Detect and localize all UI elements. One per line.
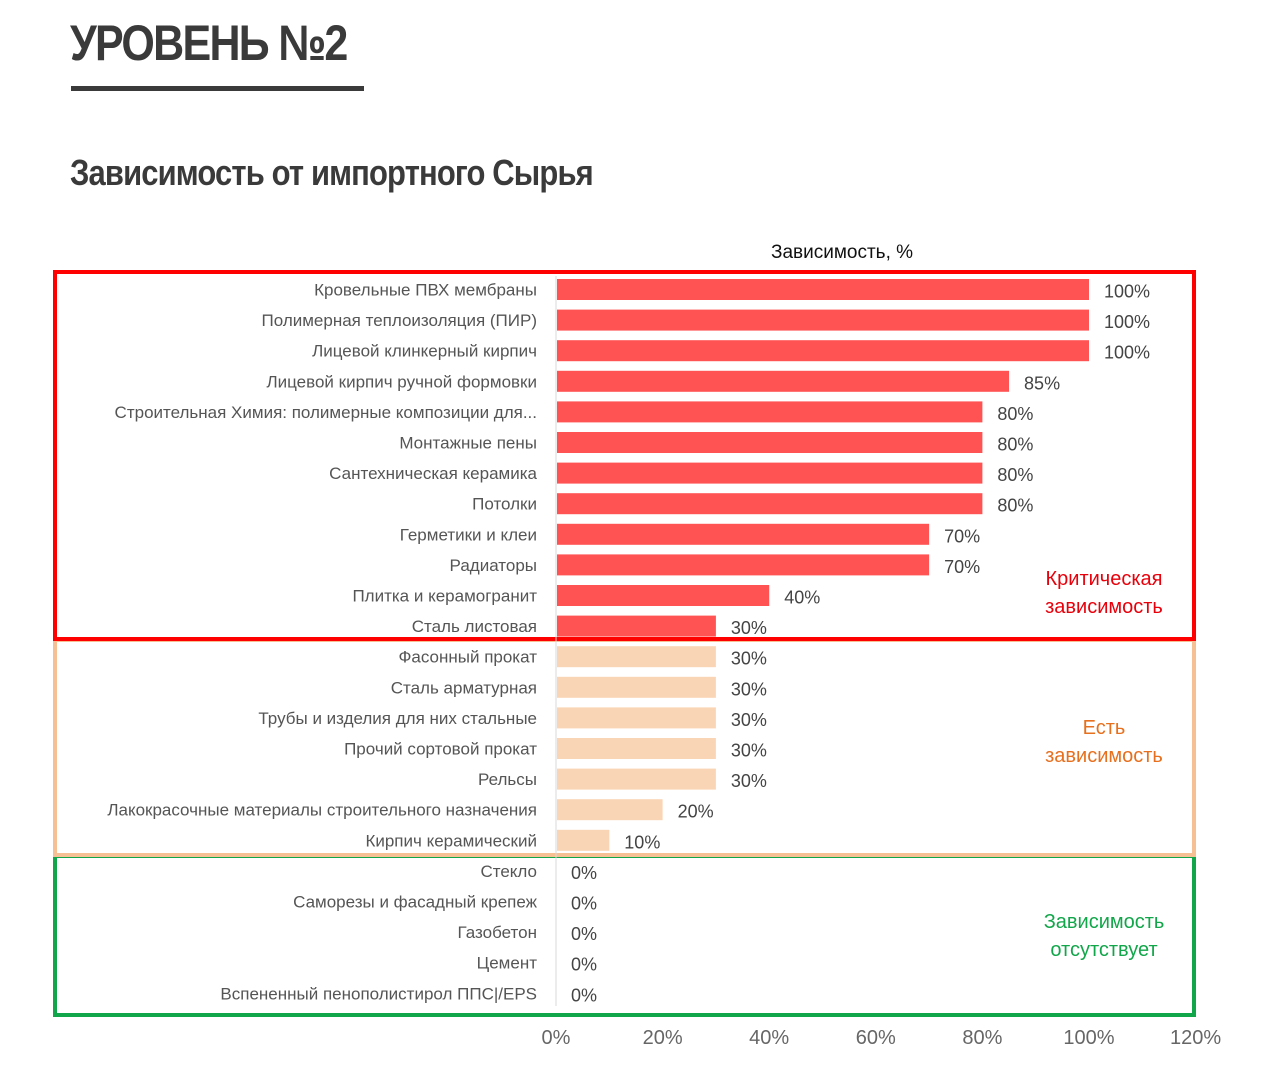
value-label: 30% [731, 771, 767, 791]
value-label: 30% [731, 618, 767, 638]
x-tick-label: 20% [643, 1027, 683, 1049]
value-label: 0% [571, 894, 597, 914]
x-tick-labels: 0% 20% 40% 60% 80% 100% 120% [542, 1027, 1222, 1049]
bar [557, 646, 716, 668]
bar [557, 493, 983, 515]
value-label: 30% [731, 741, 767, 761]
group-label-moderate-line1: Есть [1083, 717, 1126, 739]
level-title-underline [71, 86, 364, 91]
value-label: 30% [731, 710, 767, 730]
bar [557, 340, 1089, 362]
x-tick-label: 80% [962, 1027, 1002, 1049]
value-label: 0% [571, 955, 597, 975]
bar [557, 309, 1089, 331]
value-label: 80% [997, 404, 1033, 424]
chart-title: Зависимость, % [771, 242, 913, 263]
value-label: 100% [1104, 343, 1150, 363]
category-label: Рельсы [478, 770, 537, 789]
group-label-critical-line2: зависимость [1045, 596, 1163, 618]
category-label: Кирпич керамический [365, 831, 537, 850]
category-label: Радиаторы [450, 556, 537, 575]
x-tick-label: 60% [856, 1027, 896, 1049]
x-tick-label: 40% [749, 1027, 789, 1049]
x-tick-label: 100% [1063, 1027, 1114, 1049]
category-label: Вспененный пенополистирол ППС|/EPS [220, 984, 537, 1003]
category-label: Лакокрасочные материалы строительного на… [107, 801, 537, 820]
group-label-none-line1: Зависимость [1044, 911, 1165, 933]
bar [557, 432, 983, 453]
category-label: Строительная Химия: полимерные композици… [115, 403, 537, 422]
category-label: Сталь листовая [412, 617, 537, 636]
category-label: Лицевой кирпич ручной формовки [266, 372, 537, 391]
bar [557, 554, 930, 576]
frame-critical [53, 270, 1196, 641]
value-label: 40% [784, 588, 820, 608]
value-label: 0% [571, 985, 597, 1005]
category-label: Полимерная теплоизоляция (ПИР) [262, 311, 537, 330]
bar [557, 462, 983, 484]
bar [557, 615, 716, 637]
category-label: Газобетон [458, 923, 537, 942]
bar [557, 401, 983, 423]
category-label: Сталь арматурная [391, 678, 537, 697]
bar [557, 523, 930, 545]
category-label: Стекло [480, 862, 537, 881]
category-label: Цемент [477, 954, 538, 973]
category-label: Герметики и клеи [400, 525, 537, 544]
category-label: Саморезы и фасадный крепеж [293, 893, 538, 912]
category-label: Плитка и керамогранит [352, 587, 537, 606]
value-label: 30% [731, 679, 767, 699]
category-labels: Кровельные ПВХ мембраны Полимерная теплои… [107, 281, 537, 1004]
value-label: 80% [997, 496, 1033, 516]
value-label: 10% [624, 832, 660, 852]
value-label: 85% [1024, 373, 1060, 393]
level-title: УРОВЕНЬ №2 [70, 15, 348, 71]
group-frames [53, 270, 1196, 1017]
bar [557, 370, 1010, 392]
category-label: Кровельные ПВХ мембраны [314, 281, 537, 300]
value-label: 100% [1104, 312, 1150, 332]
category-label: Фасонный прокат [398, 648, 537, 667]
bar [557, 585, 770, 606]
value-label: 0% [571, 924, 597, 944]
section-title: Зависимость от импортного Сырья [70, 152, 594, 193]
bars [557, 279, 1089, 851]
group-labels: Критическая зависимость Есть зависимость Зав… [1044, 568, 1165, 961]
group-label-moderate-line2: зависимость [1045, 745, 1163, 767]
value-label: 80% [997, 435, 1033, 455]
bar [557, 768, 716, 790]
value-label: 100% [1104, 282, 1150, 302]
value-label: 80% [997, 465, 1033, 485]
bar [557, 799, 663, 821]
category-label: Монтажные пены [399, 434, 537, 453]
category-label: Трубы и изделия для них стальные [258, 709, 537, 728]
bar [557, 676, 716, 698]
category-label: Сантехническая керамика [329, 464, 537, 483]
category-label: Потолки [472, 495, 537, 514]
x-tick-label: 120% [1170, 1027, 1221, 1049]
value-label: 30% [731, 649, 767, 669]
value-label: 20% [678, 802, 714, 822]
value-label: 0% [571, 863, 597, 883]
group-label-critical-line1: Критическая [1046, 568, 1163, 590]
value-label: 70% [944, 557, 980, 577]
value-label: 70% [944, 526, 980, 546]
bar [557, 707, 716, 729]
bar [557, 829, 610, 851]
bar [557, 279, 1089, 300]
category-label: Прочий сортовой прокат [344, 740, 537, 759]
group-label-none-line2: отсутствует [1050, 939, 1157, 961]
category-label: Лицевой клинкерный кирпич [312, 342, 537, 361]
bar [557, 738, 716, 759]
value-labels: 100% 100% 100% 85% 80% 80% 80% 80% 70% 70% 40% 30% 3… [571, 282, 1150, 1006]
x-tick-label: 0% [542, 1027, 571, 1049]
